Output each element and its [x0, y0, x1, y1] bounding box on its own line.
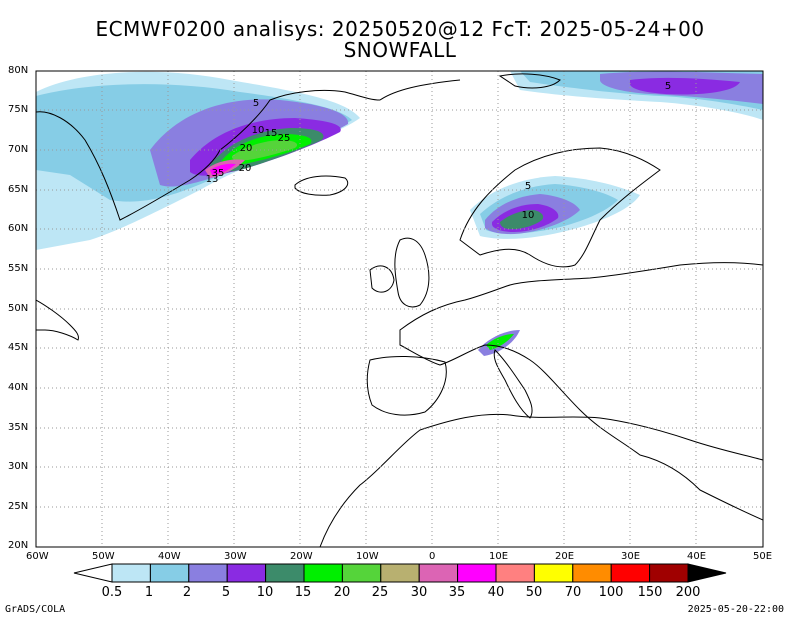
colorbar-label: 1: [144, 585, 154, 600]
lon-label: 30W: [224, 551, 247, 562]
lat-label: 80N: [8, 65, 29, 76]
lon-label: 40W: [158, 551, 181, 562]
contour-label: 10: [252, 125, 265, 136]
contour-label: 5: [525, 181, 531, 192]
contour-labels: 5 10 15 25 20 20 35 13 5 10 5: [206, 81, 672, 221]
colorbar-label: 0.5: [101, 585, 123, 600]
lon-label: 20E: [555, 551, 575, 562]
lat-label: 30N: [8, 461, 29, 472]
colorbar-label: 25: [371, 585, 389, 600]
colorbar-segment: [73, 563, 113, 583]
contour-label: 20: [240, 143, 253, 154]
greenland-snow-field: [36, 71, 763, 250]
colorbar-label: 35: [448, 585, 466, 600]
contour-label: 5: [665, 81, 671, 92]
lon-label: 10W: [356, 551, 379, 562]
colorbar-label: 15: [294, 585, 312, 600]
lon-label: 50W: [92, 551, 115, 562]
lat-label: 70N: [8, 144, 29, 155]
lat-label: 20N: [8, 540, 29, 551]
colorbar-segment: [341, 563, 382, 583]
lon-label: 10E: [489, 551, 509, 562]
colorbar-label: 50: [525, 585, 543, 600]
lat-label: 45N: [8, 342, 29, 353]
colorbar-label: 150: [637, 585, 663, 600]
coastlines: [36, 73, 763, 547]
contour-label: 20: [239, 163, 252, 174]
colorbar-segment: [610, 563, 651, 583]
colorbar-label: 10: [256, 585, 274, 600]
colorbar-label: 200: [675, 585, 701, 600]
map-title: ECMWF0200 analisys: 20250520@12 FcT: 202…: [95, 17, 705, 41]
lon-label: 30E: [621, 551, 641, 562]
colorbar-segment: [149, 563, 190, 583]
colorbar-segment: [533, 563, 574, 583]
lat-label: 65N: [8, 184, 29, 195]
contour-label: 5: [253, 98, 259, 109]
contour-label: 10: [522, 210, 535, 221]
colorbar-segment: [226, 563, 267, 583]
colorbar-segment: [457, 563, 497, 583]
lon-label: 0: [429, 551, 436, 562]
lat-label: 50N: [8, 303, 29, 314]
colorbar: [73, 563, 727, 583]
lat-label: 25N: [8, 501, 29, 512]
colorbar-label: 30: [410, 585, 428, 600]
contour-label: 13: [206, 174, 219, 185]
contour-label: 35: [212, 168, 225, 179]
colorbar-label: 5: [221, 585, 231, 600]
lat-label: 60N: [8, 223, 29, 234]
colorbar-segment: [380, 563, 420, 583]
colorbar-label: 70: [564, 585, 582, 600]
colorbar-segment: [111, 563, 151, 583]
scandinavia-snow-field: [470, 176, 640, 356]
colorbar-segment: [188, 563, 228, 583]
colorbar-label: 20: [333, 585, 351, 600]
colorbar-segment: [649, 563, 689, 583]
contour-label: 25: [278, 133, 291, 144]
map-subtitle: SNOWFALL: [343, 38, 457, 62]
lon-label: 20W: [290, 551, 313, 562]
footer-timestamp: 2025-05-20-22:00: [687, 604, 784, 615]
colorbar-label: 40: [487, 585, 505, 600]
lat-label: 75N: [8, 104, 29, 115]
lat-label: 40N: [8, 382, 29, 393]
colorbar-label: 100: [598, 585, 624, 600]
footer-credit: GrADS/COLA: [5, 604, 66, 615]
map-frame: [35, 70, 764, 548]
colorbar-segment: [265, 563, 305, 583]
lon-label: 40E: [687, 551, 707, 562]
graticule: [36, 71, 763, 547]
lon-label: 50E: [753, 551, 773, 562]
colorbar-segment: [418, 563, 459, 583]
colorbar-segment: [572, 563, 612, 583]
lat-label: 35N: [8, 422, 29, 433]
lon-label: 60W: [26, 551, 49, 562]
colorbar-segment: [495, 563, 535, 583]
lat-label: 55N: [8, 263, 29, 274]
colorbar-label: 2: [182, 585, 192, 600]
contour-label: 15: [265, 128, 278, 139]
colorbar-segment: [303, 563, 343, 583]
colorbar-segment: [687, 563, 727, 583]
